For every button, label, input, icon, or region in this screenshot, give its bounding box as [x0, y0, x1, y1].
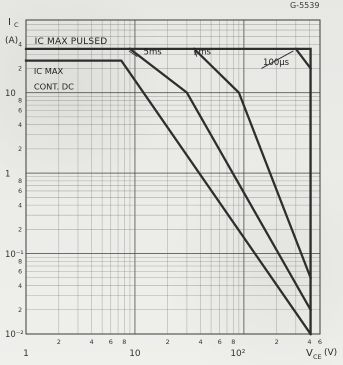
x-tick-label-6: 10 — [129, 349, 141, 359]
y-tick-label-5: 6 — [18, 108, 22, 115]
x-tick-label-3: 4 — [90, 338, 94, 346]
x-tick-label-1: 1 — [23, 349, 29, 359]
y-tick-label-12: 2 — [18, 227, 22, 234]
x-tick-label-8: 4 — [198, 338, 202, 346]
y-tick-label-11: 4 — [18, 202, 22, 209]
x-tick-label-4: 6 — [109, 338, 113, 346]
annotation-leader-2 — [193, 50, 198, 57]
annotation-1ms: 1ms — [193, 47, 212, 57]
annotation-leader-1 — [128, 50, 138, 58]
x-tick-label-11: 10² — [230, 349, 245, 359]
axes — [25, 19, 321, 335]
y-tick-label-2: 2 — [18, 66, 22, 73]
y-tick-label-7: 2 — [18, 146, 22, 153]
y-tick-label-14: 8 — [18, 259, 22, 266]
y-tick-label-1: 4 — [18, 41, 22, 48]
x-tick-label-14: 6 — [318, 338, 322, 346]
series-line-1 — [24, 47, 312, 336]
annotation-100us: 100μs — [263, 58, 290, 68]
y-axis-label-ic: I — [8, 17, 11, 28]
y-tick-label-4: 8 — [18, 98, 22, 105]
y-tick-label-8: 1 — [5, 169, 10, 179]
y-tick-label-9: 8 — [18, 178, 22, 185]
x-tick-label-13: 4 — [307, 338, 311, 346]
x-axis-label-unit: (V) — [324, 348, 337, 358]
x-tick-label-7: 2 — [166, 338, 170, 346]
series-line-100-s — [294, 47, 313, 71]
annotation-cont-dc: CONT. DC — [34, 81, 74, 91]
x-tick-label-12: 2 — [275, 338, 279, 346]
series-line-1ms — [192, 47, 313, 280]
x-tick-label-2: 2 — [57, 338, 61, 346]
y-axis-label-ic-subscript: C — [14, 21, 19, 29]
annotation-leader-3 — [261, 50, 294, 69]
annotation-5ms: 5ms — [144, 47, 163, 57]
annotations: IC MAX PULSED IC MAX CONT. DC 5ms 1ms 100μs — [34, 37, 294, 91]
x-axis-label-vce: V — [306, 348, 313, 359]
series-line-5ms — [128, 47, 313, 312]
plot-border — [25, 19, 321, 335]
y-tick-label-16: 4 — [18, 283, 22, 290]
annotation-ic-max-label: IC MAX — [34, 66, 64, 76]
y-tick-label-15: 6 — [18, 269, 22, 276]
y-tick-label-6: 4 — [18, 122, 22, 129]
y-tick-label-18: 10⁻² — [5, 330, 24, 340]
x-tick-label-10: 8 — [231, 338, 235, 346]
x-tick-label-9: 6 — [218, 338, 222, 346]
y-axis-label-unit: (A) — [5, 36, 18, 46]
y-tick-label-17: 2 — [18, 307, 22, 314]
x-tick-label-5: 8 — [122, 338, 126, 346]
y-tick-label-13: 10⁻¹ — [5, 250, 24, 260]
series-lines — [24, 47, 313, 336]
y-tick-label-10: 6 — [18, 188, 22, 195]
series-line-2 — [24, 59, 313, 336]
x-axis-label-vce-subscript: CE — [313, 353, 322, 361]
annotation-ic-max-pulsed: IC MAX PULSED — [35, 37, 108, 47]
y-tick-label-3: 10 — [5, 89, 16, 99]
figure-id: G-5539 — [290, 1, 319, 10]
